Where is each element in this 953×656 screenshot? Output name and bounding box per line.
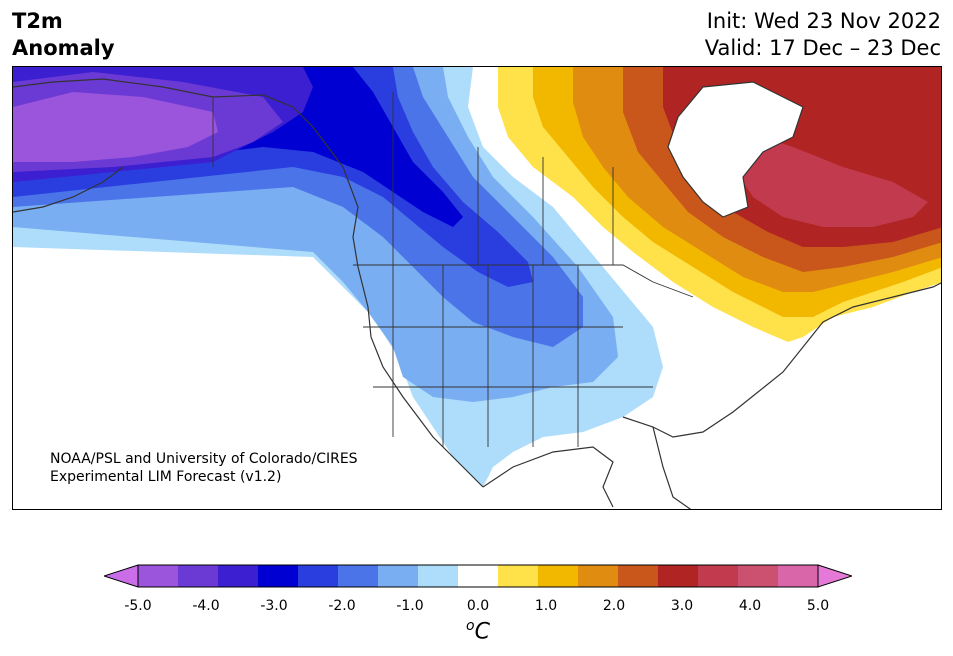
colorbar-segment	[498, 565, 539, 587]
colorbar-segment	[538, 565, 579, 587]
colorbar-tick-label: 2.0	[602, 598, 626, 614]
init-date: Init: Wed 23 Nov 2022	[706, 9, 941, 33]
colorbar-segment	[578, 565, 619, 587]
colorbar-segment	[258, 565, 299, 587]
unit-superscript: o	[466, 618, 475, 634]
coastlines	[13, 78, 941, 509]
colorbar-segment	[618, 565, 659, 587]
colorbar-segment	[298, 565, 339, 587]
colorbar-segment	[738, 565, 779, 587]
colorbar-segment	[698, 565, 739, 587]
data-credit: NOAA/PSL and University of Colorado/CIRE…	[50, 450, 358, 486]
colorbar-tick-label: 0.0	[466, 598, 490, 614]
colorbar-tick-label: -4.0	[192, 598, 220, 614]
colorbar-tick-label: -3.0	[260, 598, 288, 614]
colorbar-segment	[378, 565, 419, 587]
colorbar-segment	[138, 565, 179, 587]
colorbar	[104, 564, 852, 588]
colorbar-extend-high	[817, 564, 852, 588]
colorbar-tick-label: 3.0	[670, 598, 694, 614]
colorbar-tick-label: 5.0	[806, 598, 830, 614]
colorbar-segment	[218, 565, 259, 587]
field-label: Anomaly	[12, 36, 115, 60]
variable-label: T2m	[12, 9, 63, 33]
map-title: T2m Anomaly	[12, 8, 115, 62]
colorbar-segment	[778, 565, 819, 587]
colorbar-tick-label: -5.0	[124, 598, 152, 614]
forecast-dates: Init: Wed 23 Nov 2022 Valid: 17 Dec – 23…	[705, 8, 941, 62]
valid-date: Valid: 17 Dec – 23 Dec	[704, 36, 941, 60]
colorbar-tick-label: 1.0	[534, 598, 558, 614]
colorbar-tick-label: 4.0	[738, 598, 762, 614]
colorbar-tick-label: -1.0	[396, 598, 424, 614]
political-borders	[212, 92, 694, 447]
unit-symbol: C	[474, 619, 490, 645]
colorbar-segment	[338, 565, 379, 587]
colorbar-segment	[458, 565, 499, 587]
credit-line-2: Experimental LIM Forecast (v1.2)	[50, 469, 282, 485]
anomaly-contour-minus-4.0	[13, 92, 218, 162]
anomaly-map: NOAA/PSL and University of Colorado/CIRE…	[12, 66, 942, 510]
colorbar-segment	[178, 565, 219, 587]
colorbar-unit-label: oC	[466, 618, 490, 644]
anomaly-contour-plus-3.0	[733, 127, 928, 227]
map-canvas	[13, 67, 941, 509]
colorbar-tick-label: -2.0	[328, 598, 356, 614]
credit-line-1: NOAA/PSL and University of Colorado/CIRE…	[50, 451, 358, 467]
colorbar-extend-low	[104, 564, 139, 588]
colorbar-segment	[658, 565, 699, 587]
colorbar-segment	[418, 565, 459, 587]
hudson-bay	[667, 81, 804, 218]
